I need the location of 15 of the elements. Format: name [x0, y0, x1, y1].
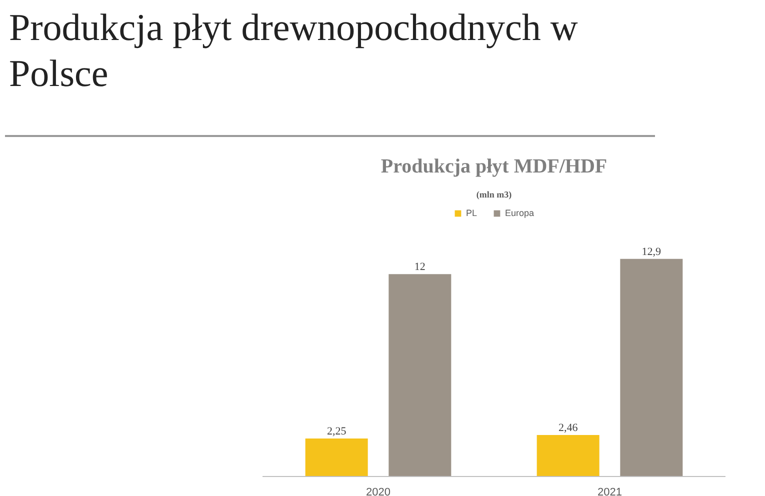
bar	[388, 274, 452, 476]
bar	[620, 258, 683, 476]
data-label: 12	[414, 261, 426, 274]
legend-label: PL	[466, 208, 478, 218]
chart-subtitle: Produkcja płyt MDF/HDF	[380, 156, 608, 178]
bar	[305, 438, 368, 476]
data-label: 12,9	[642, 246, 662, 258]
text: (mln m3)	[476, 190, 512, 200]
chart-title: Produkcja płyt drewnopochodnych w Polsce	[9, 6, 579, 97]
x-tick-label: 2021	[598, 486, 622, 496]
x-tick-label: 2020	[366, 486, 390, 496]
bar	[536, 435, 600, 476]
data-label: 2,25	[326, 426, 347, 438]
data-label: 2,46	[558, 422, 578, 434]
legend-label: Europa	[504, 208, 534, 218]
